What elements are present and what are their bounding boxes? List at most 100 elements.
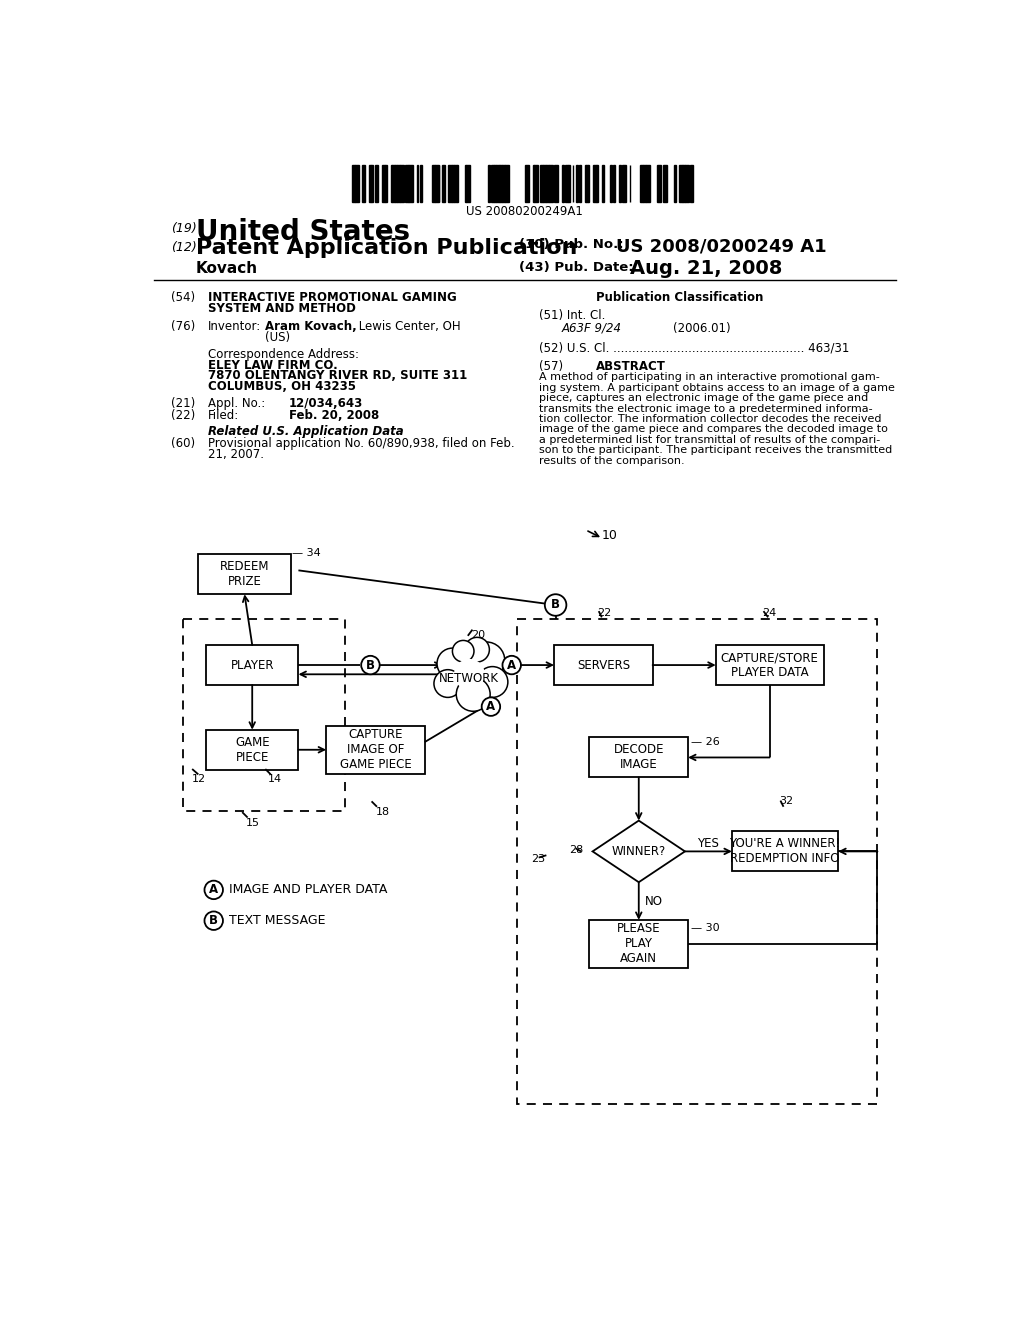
Text: Feb. 20, 2008: Feb. 20, 2008 (289, 409, 380, 422)
Text: 18: 18 (376, 807, 389, 817)
Circle shape (468, 642, 505, 678)
Text: 21, 2007.: 21, 2007. (208, 447, 263, 461)
Text: CAPTURE
IMAGE OF
GAME PIECE: CAPTURE IMAGE OF GAME PIECE (340, 729, 412, 771)
Bar (410, 165, 413, 202)
Text: tion collector. The information collector decodes the received: tion collector. The information collecto… (539, 414, 882, 424)
Text: (60): (60) (171, 437, 195, 450)
Bar (524, 165, 528, 202)
Text: YOU'RE A WINNER!
REDEMPTION INFO: YOU'RE A WINNER! REDEMPTION INFO (729, 837, 841, 866)
Text: son to the participant. The participant receives the transmitted: son to the participant. The participant … (539, 445, 892, 455)
Text: Kovach: Kovach (196, 261, 258, 276)
Bar (441, 165, 445, 202)
Circle shape (361, 656, 380, 675)
Bar (502, 165, 505, 202)
Bar (453, 165, 454, 202)
Text: NETWORK: NETWORK (439, 672, 500, 685)
Bar (392, 165, 395, 202)
Text: WINNER?: WINNER? (611, 845, 666, 858)
Text: 32: 32 (779, 796, 793, 807)
Text: Filed:: Filed: (208, 409, 239, 422)
Bar (496, 165, 499, 202)
Text: 20: 20 (471, 630, 485, 640)
Text: REDEEM
PRIZE: REDEEM PRIZE (220, 560, 269, 589)
Text: 12: 12 (193, 775, 206, 784)
Bar (183, 619, 345, 812)
Text: — 34: — 34 (292, 548, 321, 557)
Bar (579, 165, 581, 202)
Bar (517, 619, 878, 1104)
Text: Lewis Center, OH: Lewis Center, OH (355, 321, 461, 333)
Text: US 20080200249A1: US 20080200249A1 (466, 205, 584, 218)
Bar (602, 165, 604, 202)
Bar (590, 920, 688, 968)
Bar (554, 165, 558, 202)
Bar (674, 165, 677, 202)
Bar (490, 165, 494, 202)
Bar (432, 165, 435, 202)
Text: 14: 14 (267, 775, 282, 784)
Text: SYSTEM AND METHOD: SYSTEM AND METHOD (208, 302, 355, 314)
Circle shape (444, 649, 494, 700)
Bar (568, 165, 570, 202)
Bar (640, 165, 643, 202)
Bar (395, 165, 397, 202)
Text: — 26: — 26 (691, 737, 720, 747)
Text: 22: 22 (597, 609, 611, 618)
Bar (535, 165, 538, 202)
Bar (408, 165, 410, 202)
Circle shape (457, 677, 490, 711)
Text: (51) Int. Cl.: (51) Int. Cl. (539, 309, 605, 322)
Text: DECODE
IMAGE: DECODE IMAGE (613, 743, 664, 771)
Bar (732, 832, 839, 871)
Text: 12/034,643: 12/034,643 (289, 397, 364, 411)
Text: CAPTURE/STORE
PLAYER DATA: CAPTURE/STORE PLAYER DATA (721, 651, 818, 678)
Bar (575, 165, 578, 202)
Bar (590, 738, 688, 777)
Bar (683, 165, 685, 202)
Bar (487, 165, 490, 202)
Bar (547, 165, 550, 202)
Bar (400, 165, 403, 202)
Text: ABSTRACT: ABSTRACT (596, 360, 667, 374)
Text: 7870 OLENTANGY RIVER RD, SUITE 311: 7870 OLENTANGY RIVER RD, SUITE 311 (208, 370, 467, 383)
Bar (618, 165, 621, 202)
Bar (494, 165, 496, 202)
Text: (52) U.S. Cl. ................................................... 463/31: (52) U.S. Cl. ..........................… (539, 342, 849, 355)
Bar (550, 165, 553, 202)
Text: SERVERS: SERVERS (577, 659, 630, 672)
Text: GAME
PIECE: GAME PIECE (234, 735, 269, 764)
Text: Aug. 21, 2008: Aug. 21, 2008 (630, 259, 782, 277)
Text: 10: 10 (602, 529, 617, 543)
Text: (57): (57) (539, 360, 563, 374)
Text: ELEY LAW FIRM CO.: ELEY LAW FIRM CO. (208, 359, 337, 372)
Bar (370, 165, 371, 202)
Bar (544, 165, 547, 202)
Bar (657, 165, 662, 202)
Text: (2006.01): (2006.01) (674, 322, 731, 335)
Circle shape (454, 659, 484, 689)
Bar (664, 165, 668, 202)
Text: (76): (76) (171, 321, 195, 333)
Circle shape (477, 667, 508, 697)
Circle shape (503, 656, 521, 675)
Text: COLUMBUS, OH 43235: COLUMBUS, OH 43235 (208, 380, 355, 393)
Bar (622, 165, 626, 202)
Bar (199, 554, 291, 594)
Text: A: A (486, 700, 496, 713)
Bar (541, 165, 544, 202)
Bar (612, 165, 614, 202)
Bar (326, 726, 425, 774)
Bar (206, 645, 298, 685)
Text: 28: 28 (569, 845, 584, 855)
Text: Inventor:: Inventor: (208, 321, 261, 333)
Bar (355, 165, 359, 202)
Circle shape (205, 911, 223, 929)
Bar (391, 165, 392, 202)
Bar (500, 165, 502, 202)
Text: PLEASE
PLAY
AGAIN: PLEASE PLAY AGAIN (616, 923, 660, 965)
Text: PLAYER: PLAYER (230, 659, 274, 672)
Bar (404, 165, 408, 202)
Text: Provisional application No. 60/890,938, filed on Feb.: Provisional application No. 60/890,938, … (208, 437, 514, 450)
Text: B: B (366, 659, 375, 672)
Bar (565, 165, 568, 202)
